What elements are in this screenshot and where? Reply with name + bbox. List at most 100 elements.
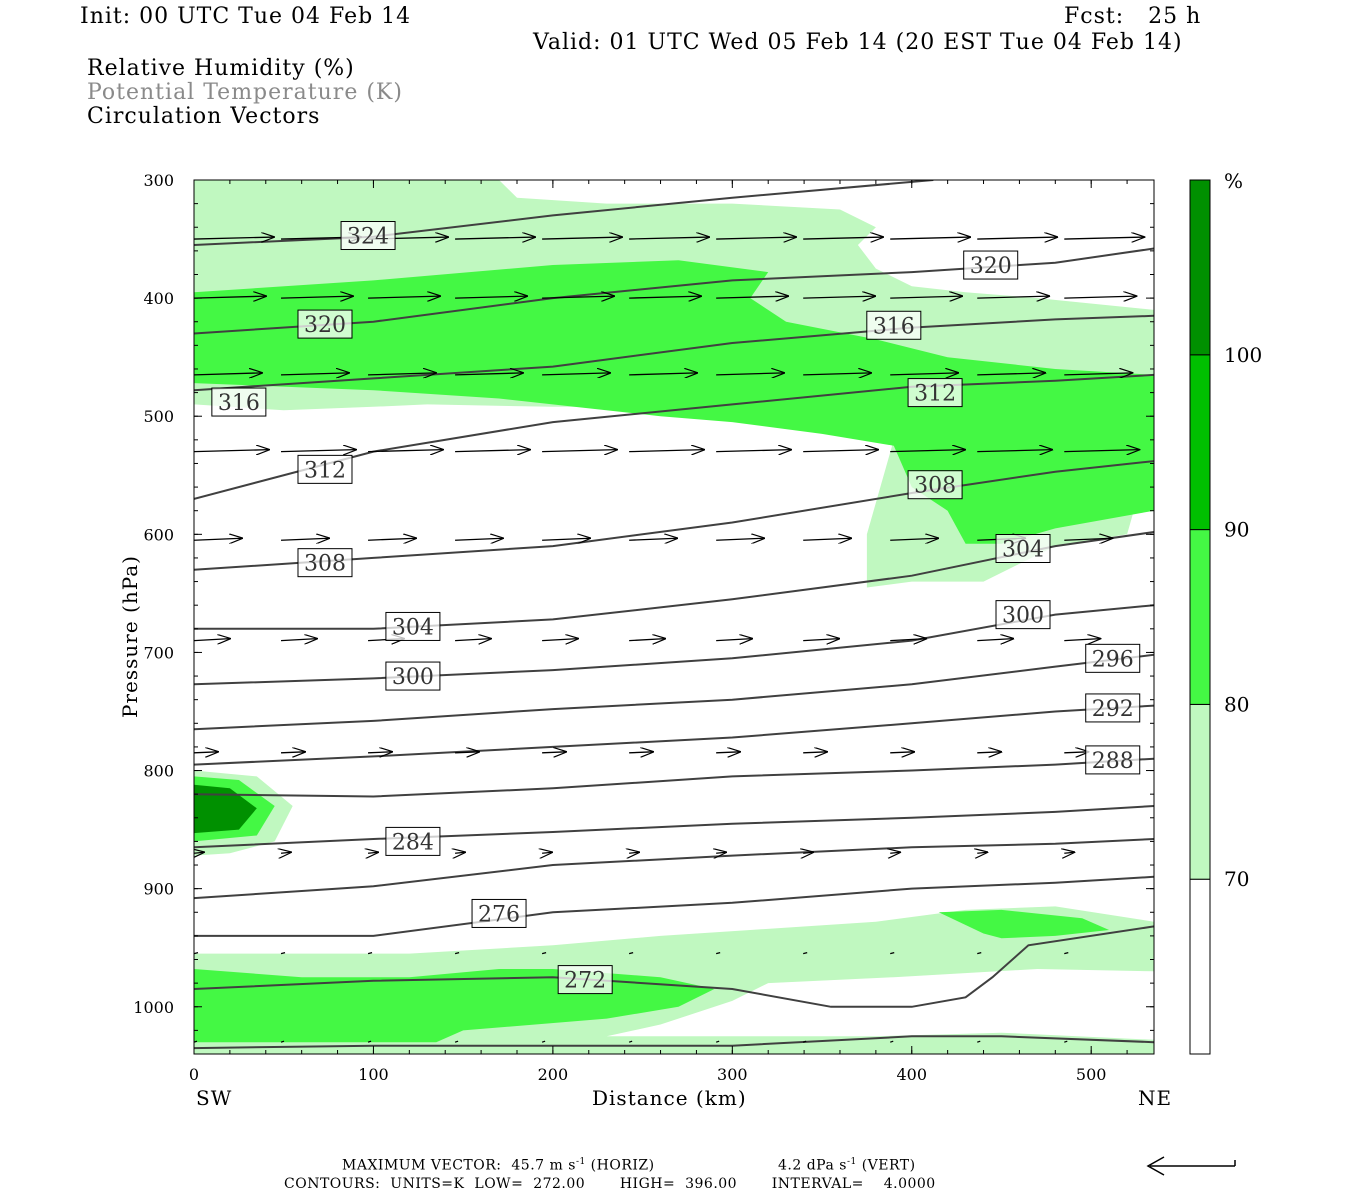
- x-end-label-right: NE: [1138, 1086, 1173, 1110]
- circulation-vector: [1064, 752, 1088, 753]
- circulation-vector: [542, 852, 552, 853]
- circulation-vector: [629, 752, 653, 753]
- circulation-vector: [890, 639, 926, 641]
- valid-time: Valid: 01 UTC Wed 05 Feb 14 (20 EST Tue …: [533, 30, 1183, 55]
- contour-label-316: 316: [866, 310, 922, 340]
- circulation-vector: [455, 639, 491, 641]
- circulation-vector: [455, 373, 523, 375]
- colorbar-label: 80: [1224, 692, 1249, 716]
- x-tick-label: 0: [189, 1065, 199, 1084]
- theta-contour-324: [194, 180, 934, 246]
- contour-label-text: 316: [873, 314, 915, 339]
- circulation-vector: [280, 639, 317, 641]
- circulation-vector: [803, 450, 878, 452]
- circulation-vector: [455, 296, 527, 298]
- circulation-vector: [716, 237, 796, 239]
- colorbar-label: 90: [1224, 518, 1249, 542]
- legend-theta: Potential Temperature (K): [87, 80, 403, 105]
- circulation-vector: [629, 852, 639, 853]
- theta-contour-unlabeled-20: [194, 1035, 1154, 1050]
- circulation-vector: [367, 1040, 372, 1043]
- circulation-vector: [803, 373, 871, 375]
- rh-80-bottom-right: [938, 909, 1110, 939]
- circulation-vector: [716, 538, 764, 540]
- circulation-vector: [977, 639, 1013, 641]
- circulation-vector: [977, 373, 1045, 375]
- circulation-vector: [890, 450, 965, 452]
- contour-label-text: 304: [392, 615, 434, 640]
- contour-label-text: 308: [304, 552, 346, 577]
- circulation-vector: [716, 296, 788, 298]
- circulation-vector: [542, 296, 614, 298]
- circulation-vector: [803, 752, 827, 753]
- circulation-vector: [890, 373, 958, 375]
- contour-label-324: 324: [340, 221, 396, 251]
- theta-contour-272: [194, 925, 1154, 1008]
- circulation-vector: [542, 237, 622, 239]
- circulation-vector: [1064, 639, 1100, 641]
- circulation-vector: [455, 237, 535, 239]
- plot-frame: [193, 179, 1155, 1055]
- colorbar-segment: [1189, 703, 1211, 880]
- x-end-label-left: SW: [196, 1086, 233, 1110]
- contour-label-text: 312: [304, 458, 346, 483]
- x-tick-label: 500: [1076, 1065, 1107, 1084]
- y-tick-label: 500: [143, 407, 174, 426]
- circulation-vector: [454, 1040, 459, 1043]
- contour-label-text: 276: [478, 902, 520, 927]
- circulation-vector: [716, 852, 726, 853]
- contour-label-text: 300: [1002, 604, 1044, 629]
- circulation-vector: [716, 450, 791, 452]
- colorbar-label: 70: [1224, 867, 1249, 891]
- circulation-vector: [629, 538, 677, 540]
- circulation-vector: [629, 450, 704, 452]
- theta-contour-unlabeled-17: [194, 838, 1154, 900]
- colorbar-segment: [1189, 354, 1211, 531]
- circulation-vector: [803, 237, 883, 239]
- circulation-vector: [280, 1040, 285, 1043]
- theta-contour-320: [194, 247, 1154, 335]
- contour-label-text: 304: [1002, 537, 1044, 562]
- max-vector-vert: 4.2 dPa s-1 (VERT): [778, 1157, 916, 1174]
- circulation-vector: [890, 296, 962, 298]
- circulation-vector: [542, 752, 566, 753]
- contour-label-text: 308: [914, 474, 956, 499]
- circulation-vector: [455, 538, 503, 540]
- contour-label-272: 272: [557, 965, 613, 995]
- circulation-vector: [715, 1040, 720, 1043]
- circulation-vector: [1064, 450, 1139, 452]
- circulation-vector: [716, 951, 721, 955]
- circulation-vector: [542, 639, 578, 641]
- x-tick-label: 200: [538, 1065, 569, 1084]
- circulation-vector: [716, 373, 784, 375]
- contour-label-308: 308: [907, 470, 963, 500]
- contour-label-text: 324: [347, 225, 389, 250]
- contour-label-320: 320: [297, 309, 353, 339]
- theta-contour-288: [194, 757, 1154, 798]
- circulation-vector: [890, 237, 970, 239]
- circulation-vector: [716, 639, 752, 641]
- circulation-vector: [194, 296, 266, 298]
- contour-label-284: 284: [385, 826, 441, 856]
- y-tick-label: 800: [143, 762, 174, 781]
- contour-label-276: 276: [471, 898, 527, 928]
- rh-100-low-left: [194, 784, 257, 834]
- circulation-vector: [803, 951, 808, 955]
- contour-label-288: 288: [1085, 745, 1141, 775]
- circulation-vector: [1064, 237, 1144, 239]
- contour-label-316: 316: [211, 387, 267, 417]
- circulation-vector: [280, 951, 286, 955]
- circulation-vector: [1064, 296, 1136, 298]
- contour-label-312: 312: [297, 454, 353, 484]
- circulation-vector: [890, 752, 914, 753]
- max-vector-label: MAXIMUM VECTOR: 45.7 m s-1 (HORIZ): [342, 1157, 655, 1174]
- circulation-vector: [281, 373, 349, 375]
- colorbar-segment: [1189, 529, 1211, 705]
- y-tick-label: 900: [143, 880, 174, 899]
- contour-label-text: 296: [1092, 647, 1134, 672]
- circulation-vector: [542, 373, 610, 375]
- circulation-vector: [454, 951, 460, 955]
- contour-label-312: 312: [907, 378, 963, 408]
- circulation-vector: [281, 296, 353, 298]
- circulation-vector: [977, 951, 982, 955]
